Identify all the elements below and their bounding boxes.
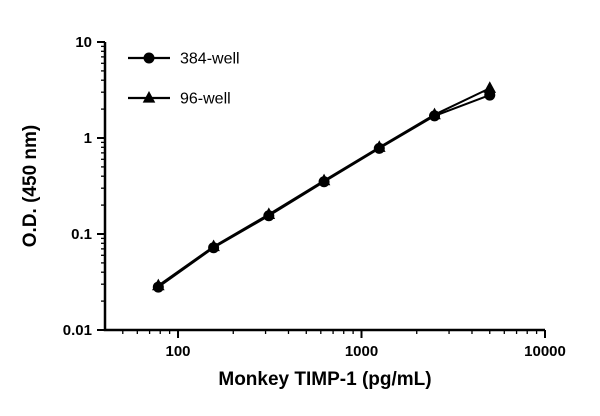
x-axis-title: Monkey TIMP-1 (pg/mL) [218,369,431,390]
data-point-marker-triangle [372,140,386,152]
y-tick-label: 0.01 [63,322,92,339]
series-384-well [152,89,496,293]
legend-entry-96-well: 96-well [128,91,231,108]
y-tick-label: 1 [84,130,92,147]
data-point-marker-triangle [262,207,276,220]
legend: 384-well 96-well [128,51,240,108]
legend-entry-384-well: 384-well [128,51,240,68]
y-axis: 0.01 0.1 1 10 [63,34,105,339]
x-tick-label: 1000 [345,343,378,360]
legend-label: 96-well [180,91,231,108]
data-point-marker-triangle [428,107,441,120]
data-point-marker-triangle [317,173,331,186]
data-point-marker-triangle [142,91,156,103]
series-line [157,94,491,288]
y-axis-title: O.D. (450 nm) [20,125,41,247]
data-point-marker-triangle [483,81,497,93]
x-tick-label: 10000 [524,343,566,360]
y-tick-label: 10 [75,34,92,51]
data-point-marker-triangle [152,278,165,291]
x-tick-label: 100 [166,343,191,360]
legend-label: 384-well [180,51,240,68]
data-point-marker-circle [143,52,155,64]
y-tick-label: 0.1 [71,226,92,243]
plot-area: 100 1000 10000 0.01 0.1 1 10 384-well 96-well [63,34,566,360]
x-axis: 100 1000 10000 [122,330,566,360]
data-point-marker-triangle [207,239,220,252]
series-96-well [152,81,497,291]
